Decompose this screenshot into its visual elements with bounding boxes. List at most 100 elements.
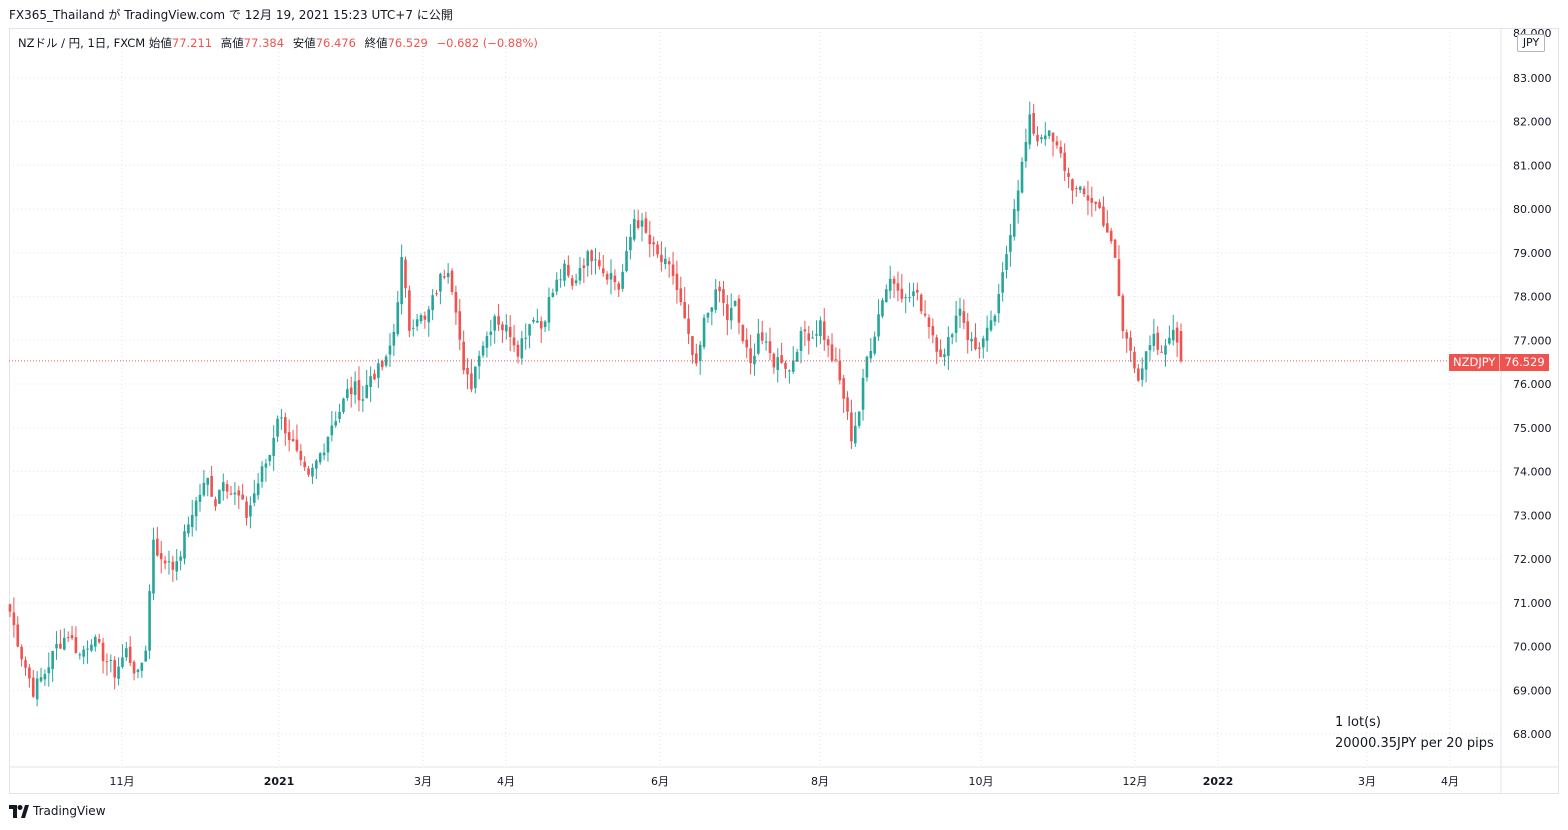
candle-body bbox=[1078, 186, 1082, 190]
candle-body bbox=[1121, 295, 1125, 332]
candle-body bbox=[648, 234, 652, 245]
candle-body bbox=[1001, 272, 1004, 293]
candle-body bbox=[532, 319, 535, 322]
candle-body bbox=[815, 334, 818, 336]
candle-body bbox=[989, 320, 993, 331]
candle-body bbox=[605, 274, 609, 280]
vertical-gridlines bbox=[121, 28, 1451, 767]
symbol-description[interactable]: NZドル / 円, 1日, FXCM bbox=[18, 36, 146, 50]
platform-name[interactable]: TradingView.com bbox=[124, 8, 226, 22]
candle-body bbox=[1063, 152, 1066, 171]
price-tag-symbol: NZDJPY bbox=[1449, 354, 1501, 371]
candle-body bbox=[609, 273, 613, 280]
candle-body bbox=[846, 397, 849, 412]
candle-body bbox=[31, 677, 35, 697]
candle-body bbox=[206, 477, 210, 485]
candle-body bbox=[66, 637, 70, 639]
time-tick-label: 4月 bbox=[1441, 775, 1459, 788]
candle-body bbox=[338, 411, 341, 420]
candle-body bbox=[1109, 230, 1113, 242]
candle-body bbox=[745, 339, 749, 348]
candle-body bbox=[497, 316, 500, 325]
candle-body bbox=[1148, 345, 1152, 351]
candle-body bbox=[1113, 239, 1117, 258]
candle-body bbox=[194, 500, 198, 517]
candle-body bbox=[636, 220, 640, 228]
candle-body bbox=[1005, 254, 1008, 270]
candle-body bbox=[276, 418, 279, 437]
candle-body bbox=[353, 381, 357, 395]
candle-body bbox=[501, 324, 504, 331]
candle-body bbox=[594, 259, 597, 261]
candle-body bbox=[861, 377, 865, 410]
candle-body bbox=[51, 650, 54, 670]
candle-body bbox=[826, 339, 830, 346]
candle-body bbox=[865, 356, 869, 378]
pip-value: 20000.35JPY per 20 pips bbox=[1335, 736, 1494, 751]
candle-body bbox=[574, 280, 578, 284]
candle-body bbox=[1168, 337, 1171, 344]
candle-body bbox=[520, 338, 524, 359]
candle-body bbox=[361, 399, 365, 401]
candle-body bbox=[613, 275, 617, 283]
candle-body bbox=[466, 367, 469, 375]
candle-body bbox=[656, 244, 659, 255]
candle-body bbox=[384, 356, 388, 366]
candle-body bbox=[536, 320, 539, 323]
candle-body bbox=[326, 437, 330, 453]
candle-body bbox=[291, 439, 295, 442]
candle-body bbox=[473, 366, 477, 389]
time-tick-label: 11月 bbox=[110, 775, 135, 788]
candle-body bbox=[1028, 114, 1032, 145]
price-tick-label: 78.000 bbox=[1513, 291, 1552, 304]
candle-body bbox=[260, 466, 264, 482]
candle-body bbox=[8, 604, 12, 612]
candle-body bbox=[923, 313, 927, 316]
candle-body bbox=[621, 271, 624, 289]
candle-body bbox=[423, 315, 427, 320]
candle-body bbox=[70, 635, 74, 639]
candle-body bbox=[892, 278, 896, 284]
candle-body bbox=[377, 363, 380, 378]
candle-body bbox=[857, 411, 861, 426]
candle-body bbox=[706, 312, 710, 318]
candle-body bbox=[1086, 195, 1090, 201]
candle-body bbox=[935, 337, 939, 352]
candle-body bbox=[516, 344, 520, 357]
price-tick-label: 72.000 bbox=[1513, 553, 1552, 566]
candle-body bbox=[757, 333, 760, 354]
candle-body bbox=[675, 273, 679, 290]
candle-body bbox=[62, 637, 66, 650]
price-tick-label: 73.000 bbox=[1513, 509, 1552, 522]
candle-body bbox=[822, 321, 826, 340]
price-tick-label: 82.000 bbox=[1513, 116, 1552, 129]
time-axis-labels: 11月 2021 3月 4月 6月 8月 10月 12月 2022 3月 4月 bbox=[110, 775, 1460, 788]
candle-body bbox=[943, 354, 946, 358]
candle-body bbox=[241, 494, 244, 500]
candle-body bbox=[1032, 112, 1035, 134]
candle-body bbox=[799, 331, 803, 352]
candle-body bbox=[869, 350, 873, 359]
candle-body bbox=[311, 467, 314, 477]
publisher-name[interactable]: FX365_Thailand bbox=[9, 8, 105, 22]
candle-body bbox=[105, 661, 109, 663]
candle-body bbox=[136, 669, 140, 673]
candle-body bbox=[679, 288, 683, 303]
currency-badge[interactable]: JPY bbox=[1517, 34, 1545, 52]
candle-body bbox=[617, 283, 621, 290]
candle-body bbox=[590, 250, 593, 262]
candle-body bbox=[567, 264, 570, 276]
candle-body bbox=[249, 505, 252, 517]
candle-body bbox=[508, 326, 512, 338]
candle-body bbox=[159, 553, 163, 560]
candle-body bbox=[1152, 333, 1156, 346]
candle-body bbox=[698, 344, 702, 361]
candle-body bbox=[950, 334, 954, 338]
candle-body bbox=[900, 288, 904, 299]
tradingview-logo[interactable]: TradingView bbox=[9, 804, 106, 818]
candle-body bbox=[117, 666, 120, 679]
candle-body bbox=[912, 291, 915, 297]
candle-body bbox=[210, 475, 213, 497]
candle-body bbox=[966, 321, 970, 340]
